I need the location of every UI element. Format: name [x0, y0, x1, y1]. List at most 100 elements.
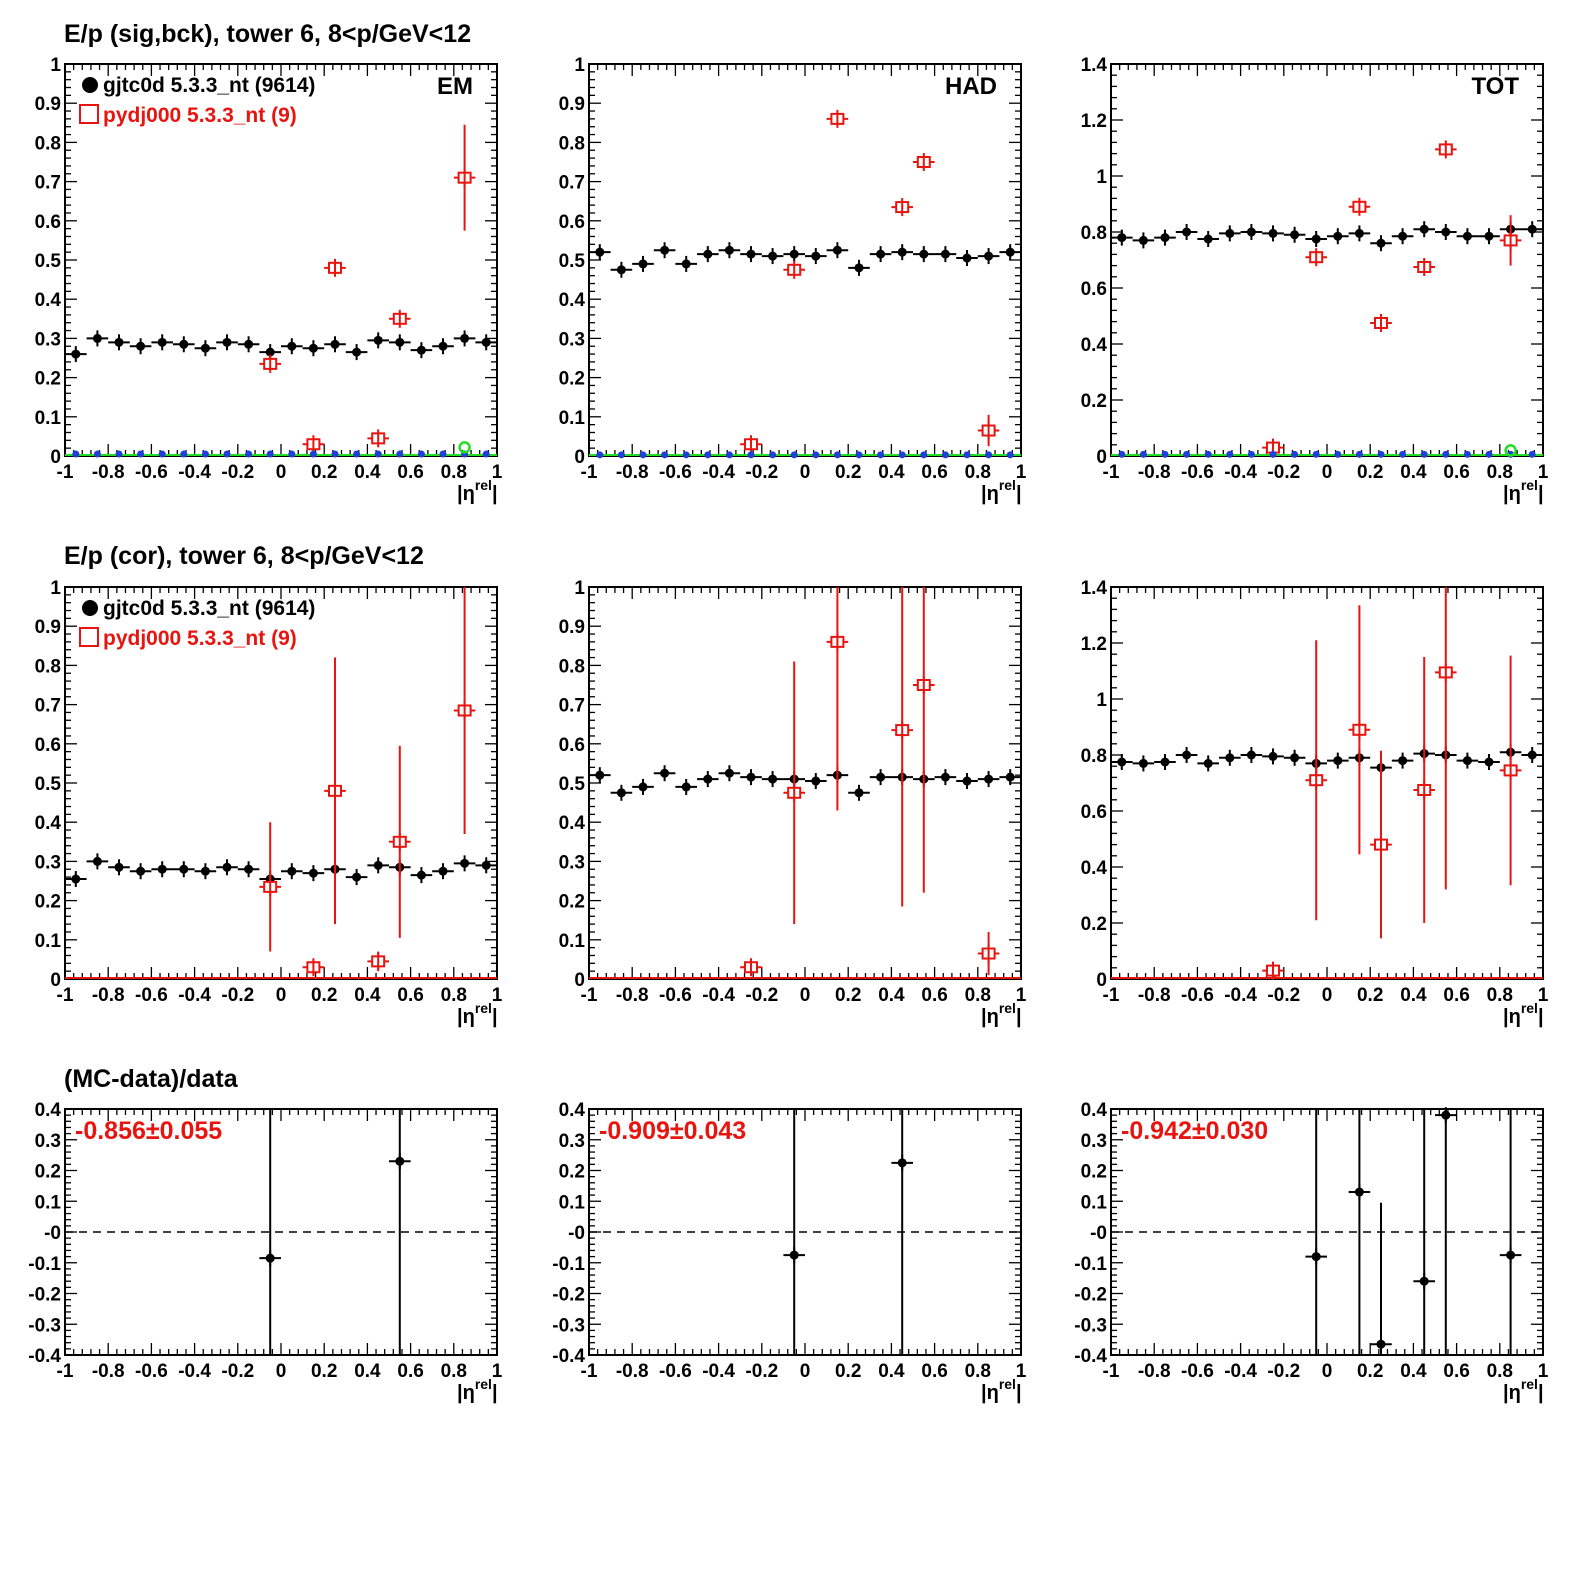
legend-label-mc: pydj000 5.3.3_nt (9) — [103, 104, 297, 127]
plot-frame — [1110, 63, 1544, 457]
bck-point — [245, 450, 253, 458]
y-tick-label: 1 — [1096, 167, 1107, 188]
x-tick-label: 0.2 — [311, 1361, 337, 1382]
legend-marker-mc — [79, 104, 99, 124]
bck-point — [396, 450, 404, 458]
x-axis-label-sup: rel — [999, 1000, 1016, 1016]
legend-label-mc: pydj000 5.3.3_nt (9) — [103, 627, 297, 650]
y-tick-label: 0.2 — [1081, 914, 1107, 935]
x-tick-label: 0.6 — [397, 985, 423, 1006]
x-tick-label: -0.8 — [1138, 985, 1171, 1006]
x-tick-label: -0.6 — [135, 1361, 168, 1382]
x-axis-label-sup: rel — [999, 477, 1016, 493]
bck-point — [439, 450, 447, 458]
y-tick-label: -0 — [44, 1223, 61, 1244]
y-tick-label: 0.3 — [559, 1131, 585, 1152]
legend-label-data: gjtc0d 5.3.3_nt (9614) — [103, 74, 315, 97]
bck-point — [1226, 450, 1234, 458]
y-tick-label: 0.3 — [559, 852, 585, 873]
panel-5: -1 -0.8 -0.6 -0.4 -0.2 0 0.2 0.4 0.6 0.8 1|ηrel|00… — [559, 578, 1027, 1028]
bck-point — [72, 450, 80, 458]
x-tick-label: 1 — [492, 985, 503, 1006]
y-tick-label: 0.6 — [1081, 802, 1107, 823]
x-tick-label: -0.8 — [92, 1361, 125, 1382]
y-tick-label: 0.9 — [35, 617, 61, 638]
x-axis-label-sup: rel — [999, 1376, 1016, 1392]
x-axis-label-tail: | — [1538, 1006, 1544, 1028]
x-tick-label: 0.8 — [441, 462, 467, 483]
x-tick-label: 0.6 — [1443, 462, 1469, 483]
y-tick-label: 0 — [574, 970, 585, 991]
x-tick-label: -0.8 — [616, 985, 649, 1006]
x-tick-label: -0.2 — [221, 985, 254, 1006]
x-tick-label: 1 — [1016, 462, 1027, 483]
bck-point — [1528, 450, 1536, 458]
y-tick-label: 0.2 — [35, 369, 61, 390]
x-tick-label: 0.2 — [311, 985, 337, 1006]
x-tick-label: -0.2 — [1267, 1361, 1300, 1382]
x-tick-label: -0.8 — [1138, 1361, 1171, 1382]
x-tick-label: 0.4 — [354, 985, 381, 1006]
bck-point — [1118, 450, 1126, 458]
bck-point — [790, 451, 798, 459]
x-tick-label: -0.8 — [1138, 462, 1171, 483]
x-tick-label: 0.4 — [354, 1361, 381, 1382]
y-tick-label: 0.1 — [35, 931, 62, 952]
x-tick-label: 0 — [1322, 462, 1333, 483]
x-tick-label: -0.4 — [702, 1361, 735, 1382]
x-tick-label: 0.2 — [835, 985, 861, 1006]
y-tick-label: 0.2 — [1081, 391, 1107, 412]
y-tick-label: 0.4 — [1081, 1100, 1108, 1121]
y-tick-label: 0.4 — [1081, 858, 1108, 879]
y-tick-label: 1 — [574, 55, 585, 76]
x-tick-label: -0.4 — [178, 985, 211, 1006]
x-tick-label: -0.4 — [178, 1361, 211, 1382]
y-tick-label: 0.6 — [559, 735, 585, 756]
x-tick-label: -0.6 — [135, 462, 168, 483]
x-tick-label: 0.4 — [878, 1361, 905, 1382]
y-tick-label: 1.2 — [1081, 111, 1107, 132]
x-tick-label: 0.2 — [835, 462, 861, 483]
y-tick-label: 0.5 — [559, 251, 586, 272]
bck-point — [898, 451, 906, 459]
y-tick-label: 0.4 — [35, 1100, 62, 1121]
y-tick-label: 0.2 — [35, 1162, 61, 1183]
x-axis-label-sup: rel — [1521, 1376, 1538, 1392]
ratio-value-label: -0.856±0.055 — [75, 1117, 222, 1145]
bck-point — [288, 450, 296, 458]
y-tick-label: -0 — [1090, 1223, 1107, 1244]
bck-point — [725, 451, 733, 459]
y-tick-label: 0.4 — [559, 813, 586, 834]
bck-point — [331, 450, 339, 458]
y-tick-label: 1 — [50, 55, 61, 76]
y-tick-label: 0.1 — [35, 408, 62, 429]
bck-point — [1161, 450, 1169, 458]
x-tick-label: 0 — [1322, 985, 1333, 1006]
bck-point — [1334, 450, 1342, 458]
y-tick-label: 0.7 — [559, 173, 585, 194]
x-tick-label: 0 — [276, 1361, 287, 1382]
x-axis-label-sup: rel — [1521, 1000, 1538, 1016]
x-tick-label: -0.6 — [1181, 462, 1214, 483]
y-tick-label: -0.3 — [28, 1315, 61, 1336]
y-tick-label: 0.4 — [559, 290, 586, 311]
x-tick-label: 0.2 — [1357, 462, 1383, 483]
bck-point — [201, 450, 209, 458]
bck-point — [963, 451, 971, 459]
panel-6: -1 -0.8 -0.6 -0.4 -0.2 0 0.2 0.4 0.6 0.8 1|ηrel|00… — [1081, 578, 1549, 1028]
x-tick-label: -0.2 — [221, 462, 254, 483]
bck-point — [1377, 450, 1385, 458]
bck-point — [1291, 450, 1299, 458]
ratio-value-label: -0.942±0.030 — [1121, 1117, 1268, 1145]
x-tick-label: -0.4 — [1224, 985, 1257, 1006]
panel-label: TOT — [1471, 73, 1519, 100]
legend-marker-data — [82, 77, 98, 93]
y-tick-label: 0.1 — [1081, 1192, 1108, 1213]
bck-point — [266, 450, 274, 458]
x-tick-label: 0.6 — [1443, 985, 1469, 1006]
x-tick-label: 1 — [1538, 462, 1549, 483]
x-tick-label: 0 — [276, 985, 287, 1006]
y-tick-label: -0.1 — [552, 1254, 585, 1275]
x-tick-label: -0.6 — [659, 462, 692, 483]
